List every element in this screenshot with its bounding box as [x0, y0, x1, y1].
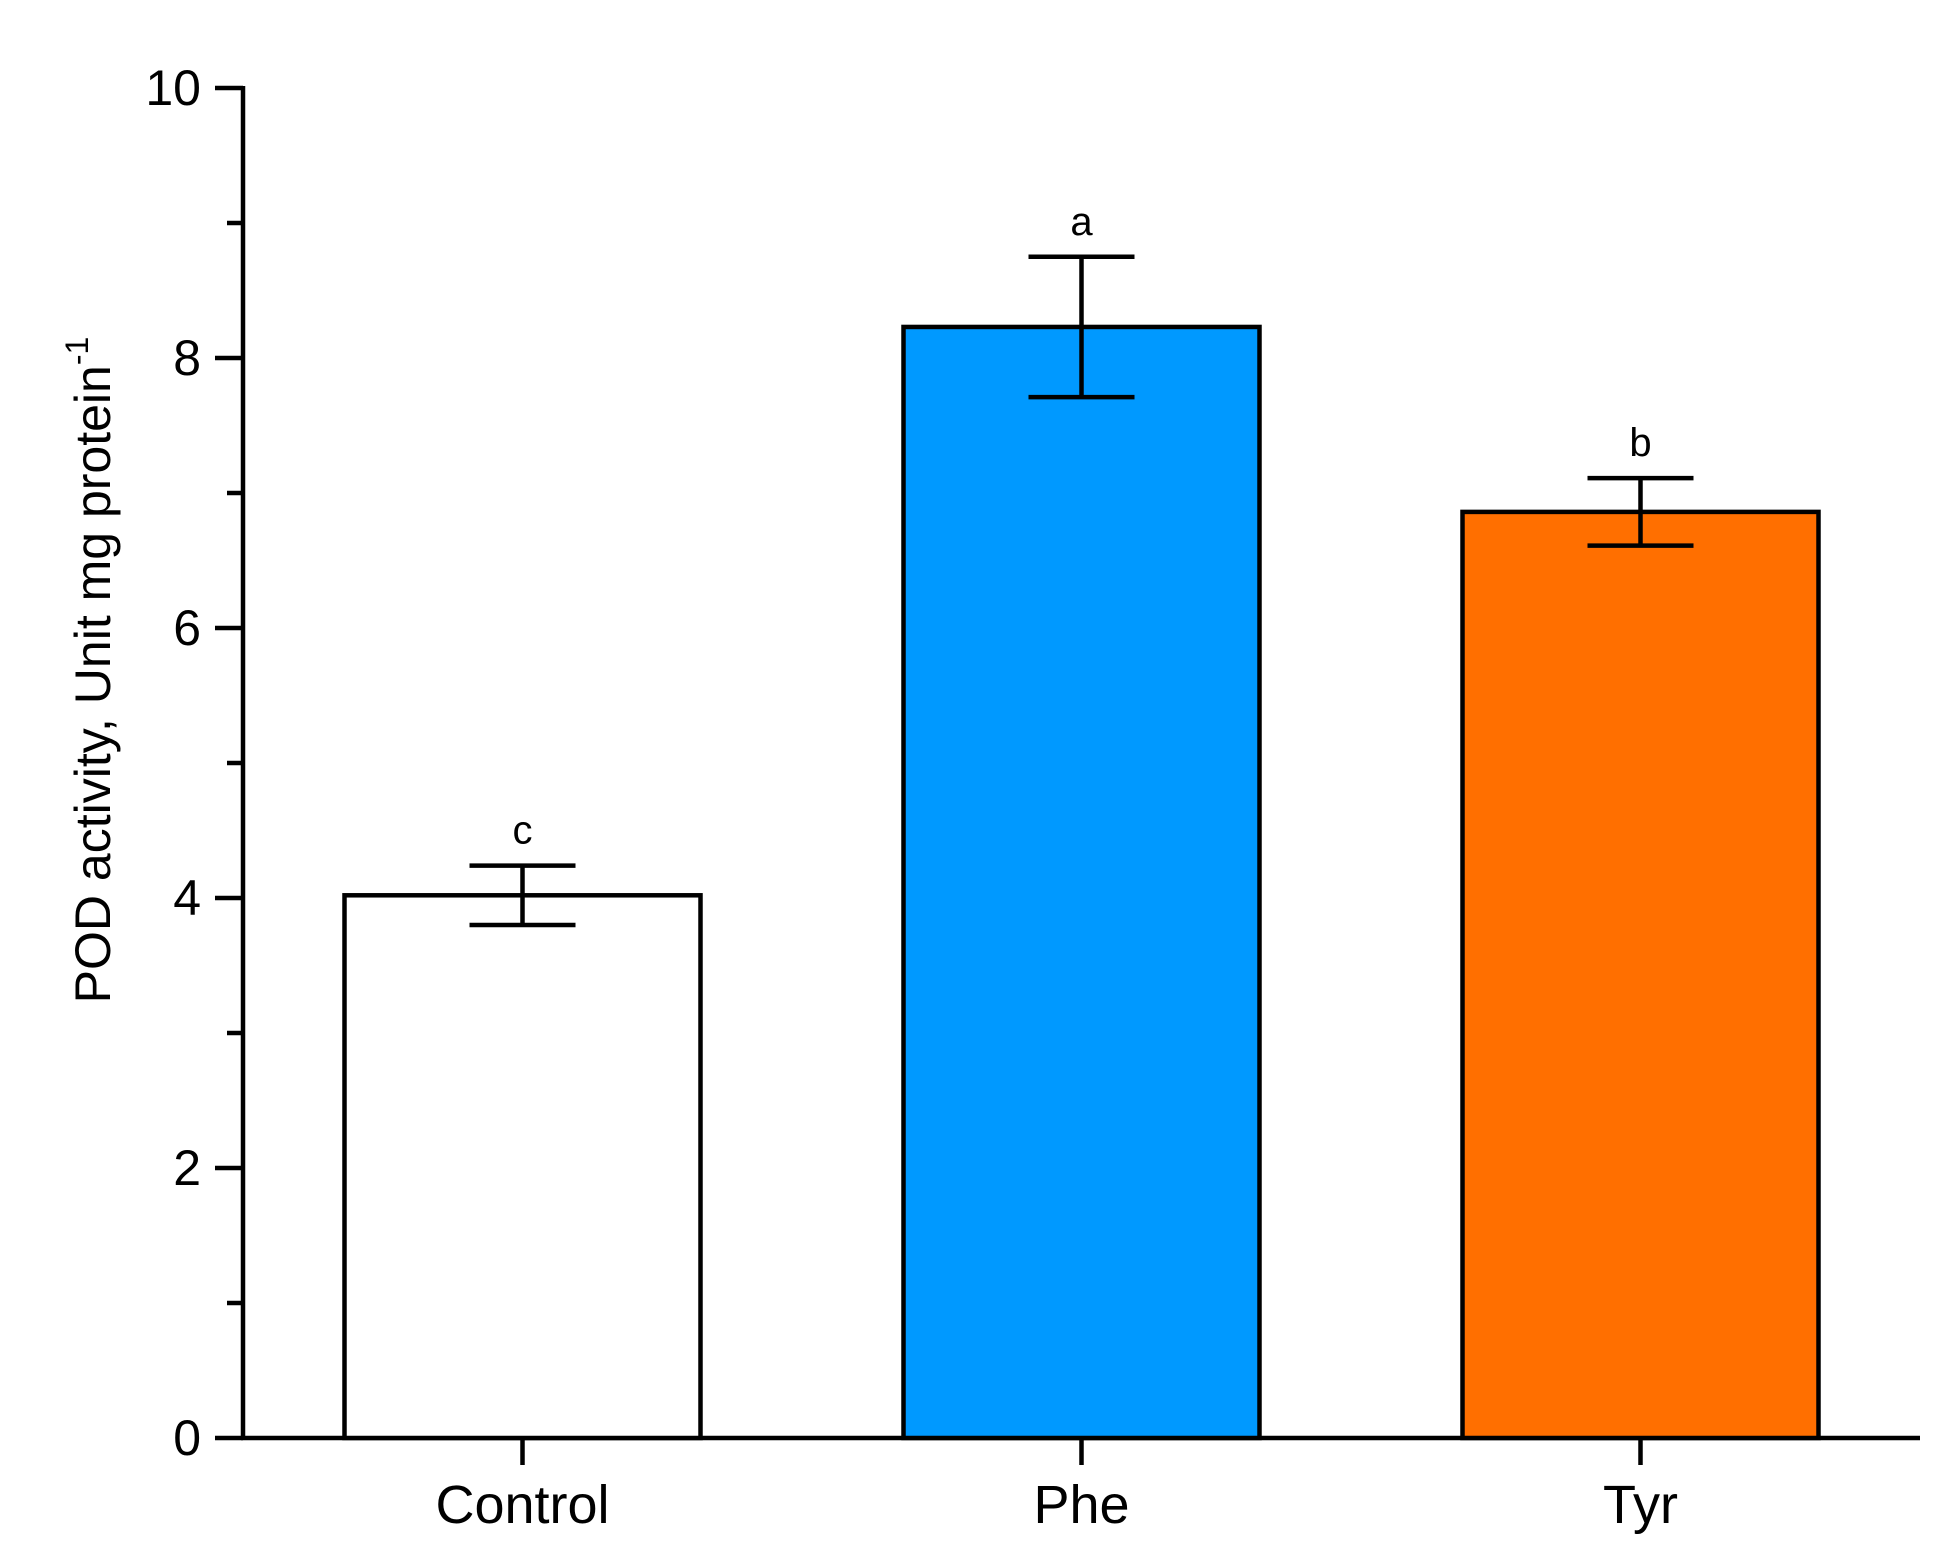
x-tick-label: Control [435, 1475, 609, 1535]
significance-label: a [1070, 200, 1093, 244]
y-tick-label: 2 [173, 1140, 201, 1196]
y-axis-label: POD activity, Unit mg protein-1 [59, 337, 121, 1004]
y-axis-label-superscript: -1 [59, 337, 95, 365]
y-tick-label: 8 [173, 330, 201, 386]
x-tick-label: Tyr [1603, 1475, 1678, 1535]
y-tick-label: 6 [173, 600, 201, 656]
bar-control [342, 893, 703, 1441]
y-tick-label: 4 [173, 870, 201, 926]
bar-phe [901, 324, 1262, 1441]
significance-label: b [1629, 421, 1651, 465]
bars: c a b [342, 200, 1821, 1441]
y-tick-label: 10 [145, 60, 201, 116]
y-axis-label-text: POD activity, Unit mg protein [65, 365, 121, 1003]
y-tick-label: 0 [173, 1410, 201, 1466]
x-tick-label: Phe [1033, 1475, 1129, 1535]
bar-tyr [1460, 509, 1821, 1441]
y-axis: 0 2 4 6 8 10 [145, 60, 246, 1466]
x-axis: Control Phe Tyr [241, 1435, 1920, 1535]
significance-label: c [513, 809, 533, 853]
